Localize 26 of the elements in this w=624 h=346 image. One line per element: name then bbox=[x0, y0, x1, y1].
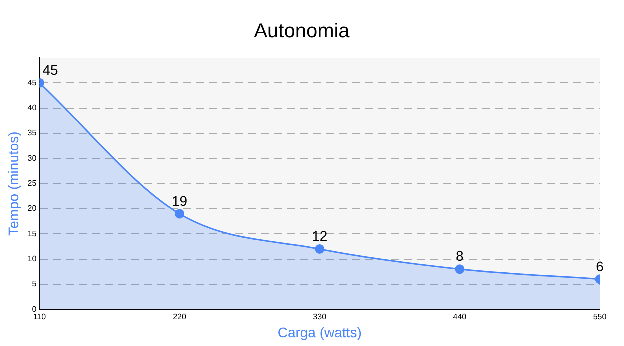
x-tick-label: 330 bbox=[313, 312, 328, 322]
x-tick-label: 440 bbox=[453, 312, 468, 322]
x-axis-title: Carga (watts) bbox=[278, 324, 362, 340]
y-tick-label: 30 bbox=[28, 154, 38, 163]
y-tick-label: 40 bbox=[28, 104, 38, 113]
y-tick-label: 10 bbox=[28, 254, 38, 264]
x-tick-label: 110 bbox=[33, 312, 47, 322]
y-tick-label: 20 bbox=[28, 204, 38, 214]
y-tick-label: 0 bbox=[32, 304, 38, 314]
y-tick-label: 45 bbox=[28, 78, 38, 88]
y-tick-label: 25 bbox=[28, 179, 38, 188]
data-label: 19 bbox=[172, 192, 188, 209]
point bbox=[455, 264, 465, 274]
point bbox=[315, 244, 325, 254]
chart-title: Autonomia bbox=[254, 20, 351, 43]
y-axis-title: Tempo (minutos) bbox=[5, 132, 22, 236]
x-tick-label: 550 bbox=[593, 312, 608, 322]
y-tick-label: 15 bbox=[28, 229, 38, 238]
data-label: 12 bbox=[312, 228, 328, 244]
data-label: 45 bbox=[42, 62, 58, 78]
point bbox=[175, 209, 185, 219]
x-tick-label: 220 bbox=[173, 312, 187, 322]
y-tick-label: 35 bbox=[28, 128, 38, 138]
y-tick-label: 5 bbox=[32, 280, 38, 289]
data-label: 6 bbox=[596, 258, 604, 274]
data-label: 8 bbox=[456, 248, 464, 264]
